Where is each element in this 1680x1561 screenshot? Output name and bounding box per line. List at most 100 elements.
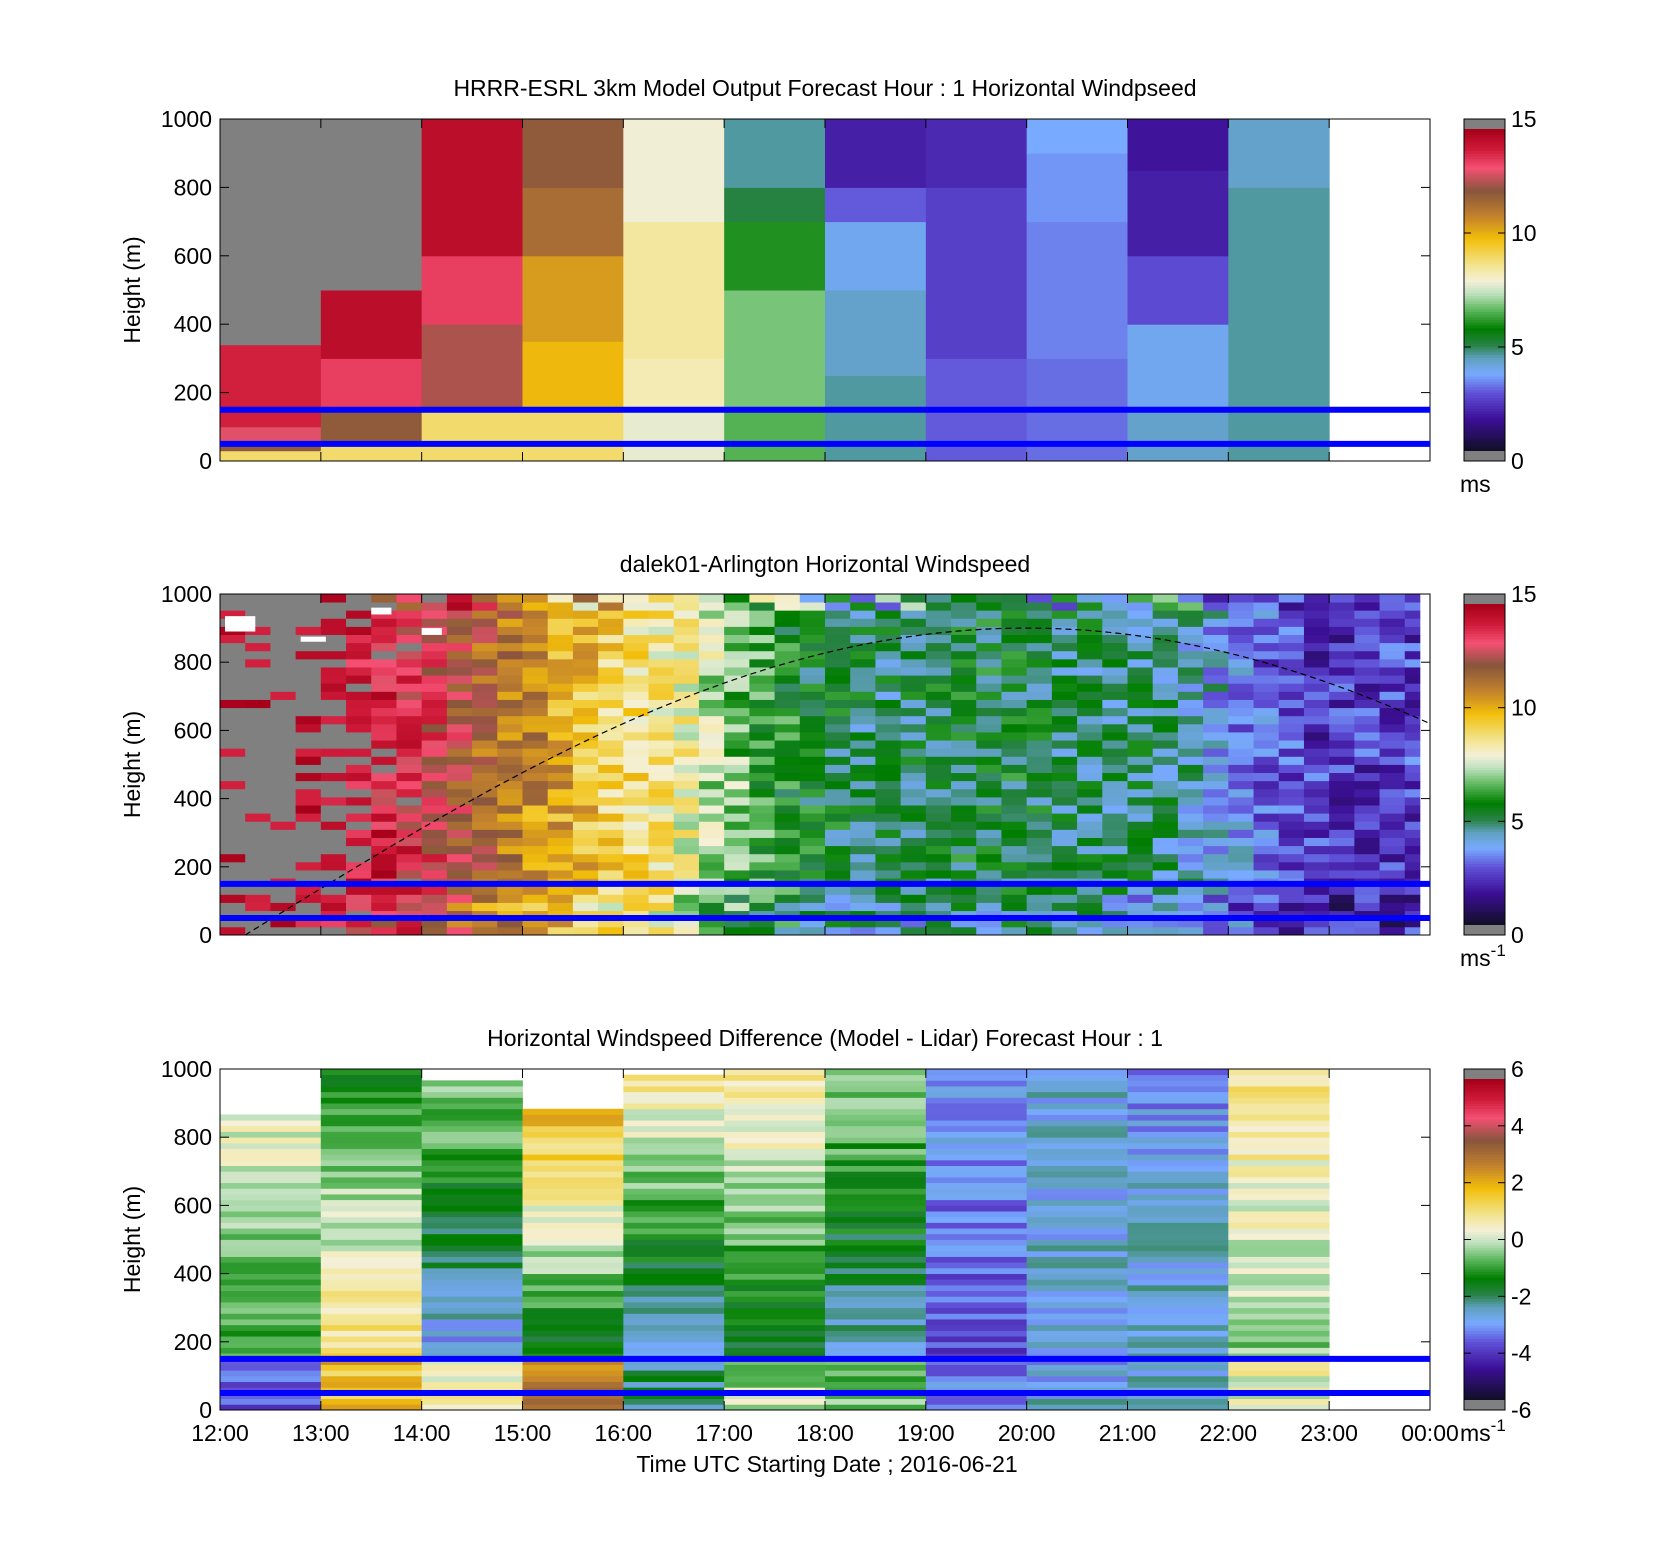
heatmap-cell: [623, 1222, 725, 1229]
heatmap-cell: [749, 675, 775, 684]
heatmap-cell: [396, 821, 423, 830]
heatmap-cell: [320, 409, 423, 445]
heatmap-cell: [1404, 780, 1421, 790]
heatmap-cell: [1127, 764, 1154, 774]
heatmap-cell: [850, 667, 876, 676]
heatmap-cell: [220, 1211, 322, 1218]
heatmap-cell: [951, 691, 977, 700]
heatmap-cell: [497, 626, 523, 635]
heatmap-cell: [925, 788, 952, 798]
heatmap-cell: [1228, 1302, 1330, 1309]
y-tick-label: 800: [174, 174, 212, 200]
colorbar-segment: [1464, 421, 1505, 425]
heatmap-cell: [396, 813, 423, 822]
heatmap-cell: [1152, 902, 1179, 912]
heatmap-cell: [825, 1245, 927, 1252]
heatmap-cell: [951, 732, 977, 741]
plot-frame: [219, 118, 1431, 462]
heatmap-cell: [396, 667, 423, 676]
heatmap-cell: [245, 732, 271, 741]
heatmap-cell: [522, 821, 549, 830]
colorbar-segment: [1464, 311, 1505, 315]
colorbar-segment: [1464, 620, 1505, 624]
heatmap-cell: [1051, 918, 1078, 928]
heatmap-cell: [1228, 707, 1254, 717]
heatmap-cell: [1253, 918, 1280, 928]
heatmap-cell: [825, 861, 851, 871]
heatmap-cell: [623, 634, 649, 644]
colorbar-segment: [1464, 292, 1505, 296]
heatmap-cell: [1102, 691, 1128, 700]
heatmap-cell: [1026, 1148, 1128, 1155]
heatmap-cell: [1228, 1142, 1330, 1149]
heatmap-cell: [1228, 1182, 1330, 1189]
heatmap-cell: [1102, 918, 1128, 928]
heatmap-cell: [497, 732, 523, 741]
heatmap-cell: [421, 1222, 523, 1229]
heatmap-cell: [1127, 1256, 1229, 1263]
heatmap-cell: [623, 1336, 725, 1343]
heatmap-cell: [774, 813, 801, 822]
heatmap-cell: [1127, 409, 1229, 462]
heatmap-cell: [1228, 1194, 1330, 1201]
heatmap-cell: [1228, 594, 1254, 603]
colorbar-segment: [1464, 257, 1505, 262]
heatmap-cell: [547, 626, 574, 635]
colorbar-segment: [1464, 847, 1505, 851]
heatmap-cell: [1379, 594, 1406, 603]
y-tick-label: 200: [174, 1329, 212, 1355]
heatmap-cell: [1253, 756, 1280, 765]
heatmap-cell: [1303, 683, 1330, 692]
heatmap-cell: [749, 723, 775, 733]
heatmap-cell: [220, 450, 322, 462]
heatmap-cell: [1253, 845, 1280, 855]
colorbar-segment: [1464, 338, 1505, 342]
colorbar-tick-label: 5: [1511, 334, 1524, 360]
heatmap-cell: [371, 870, 397, 879]
colorbar-segment: [1464, 228, 1505, 232]
heatmap-cell: [1278, 764, 1305, 774]
heatmap-cell: [623, 1114, 725, 1121]
heatmap-cell: [951, 861, 977, 871]
heatmap-cell: [522, 1120, 624, 1127]
heatmap-cell: [421, 1358, 523, 1365]
heatmap-cell: [320, 119, 423, 291]
colorbar-segment: [1464, 681, 1505, 685]
heatmap-cell: [522, 683, 549, 692]
heatmap-cell: [623, 1205, 725, 1212]
panel-3-axes: Horizontal Windspeed Difference (Model -…: [119, 1025, 1459, 1477]
heatmap-cell: [1077, 845, 1103, 855]
colorbar-segment: [1464, 1228, 1505, 1233]
heatmap-cell: [875, 853, 902, 863]
heatmap-cell: [220, 642, 246, 652]
heatmap-cell: [925, 837, 952, 847]
heatmap-cell: [320, 805, 347, 814]
heatmap-cell: [547, 796, 574, 806]
colorbar-segment: [1464, 1159, 1505, 1163]
heatmap-cell: [724, 626, 750, 635]
heatmap-cell: [1026, 740, 1053, 749]
heatmap-cell: [497, 658, 523, 668]
colorbar-segment: [1464, 1394, 1505, 1398]
colorbar-segment: [1464, 1188, 1505, 1192]
heatmap-cell: [572, 910, 599, 920]
heatmap-cell: [1177, 902, 1204, 912]
heatmap-cell: [1228, 1404, 1330, 1411]
heatmap-cell: [1127, 602, 1154, 611]
heatmap-cell: [1127, 1194, 1229, 1201]
heatmap-cell: [799, 780, 826, 790]
heatmap-cell: [1253, 699, 1280, 709]
missing-data-gap: [300, 636, 326, 642]
heatmap-cell: [749, 926, 775, 936]
heatmap-cell: [245, 926, 271, 936]
heatmap-cell: [220, 1307, 322, 1314]
heatmap-cell: [1026, 1290, 1128, 1297]
heatmap-cell: [900, 853, 927, 863]
colorbar-segment: [1464, 322, 1505, 326]
heatmap-cell: [598, 886, 624, 895]
heatmap-cell: [724, 1330, 826, 1337]
heatmap-cell: [724, 748, 750, 757]
heatmap-cell: [1203, 658, 1229, 668]
heatmap-cell: [1404, 650, 1421, 660]
